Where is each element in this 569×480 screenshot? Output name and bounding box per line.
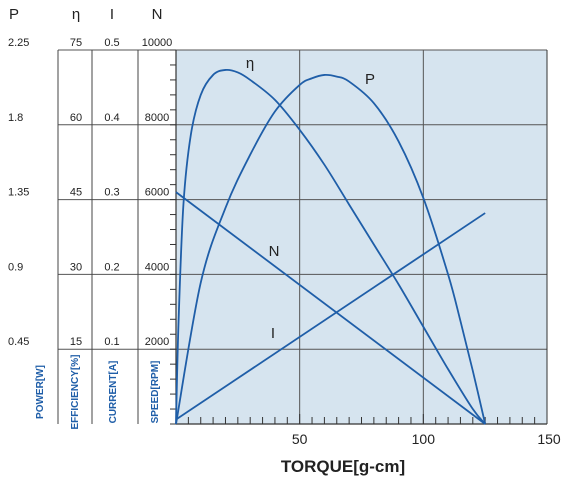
y-tick-label: 6000: [145, 187, 169, 199]
y-tick-label: 15: [70, 336, 82, 348]
y-tick-label: 0.2: [104, 261, 119, 273]
y-tick-label: 30: [70, 261, 82, 273]
series-label: N: [269, 243, 280, 260]
y-tick-label: 1.35: [8, 187, 29, 199]
y-tick-label: 45: [70, 187, 82, 199]
x-axis-title: TORQUE[g-cm]: [281, 457, 405, 476]
series-line-efficiency: [175, 68, 486, 425]
y-tick-label: 2.25: [8, 37, 29, 49]
y-tick-label: 4000: [145, 261, 169, 273]
series-line-n: [175, 191, 486, 425]
axis-symbol: I: [110, 6, 114, 23]
axis-symbol: N: [152, 6, 163, 23]
axis-title: EFFICIENCY[%]: [70, 355, 81, 430]
y-tick-label: 10000: [142, 37, 173, 49]
plot-area: [176, 50, 547, 424]
series-label: η: [246, 55, 254, 72]
y-tick-label: 0.5: [104, 37, 119, 49]
axis-symbol: P: [9, 6, 19, 23]
y-tick-label: 75: [70, 37, 82, 49]
x-tick-label: 100: [412, 431, 436, 447]
axis-symbol: η: [72, 6, 80, 23]
y-tick-label: 8000: [145, 112, 169, 124]
series-label: I: [271, 325, 275, 342]
y-tick-label: 0.45: [8, 336, 29, 348]
y-tick-label: 60: [70, 112, 82, 124]
y-tick-label: 0.3: [104, 187, 119, 199]
y-tick-label: 2000: [145, 336, 169, 348]
y-tick-label: 1.8: [8, 112, 23, 124]
x-tick-label: 150: [537, 431, 561, 447]
y-tick-label: 0.1: [104, 336, 119, 348]
series-line-p: [175, 73, 487, 425]
y-tick-label: 0.9: [8, 261, 23, 273]
x-tick-label: 50: [292, 431, 308, 447]
series-label: P: [365, 71, 375, 88]
series-line-i: [175, 212, 486, 421]
axis-title: SPEED[RPM]: [150, 361, 161, 424]
axis-title: POWER[W]: [35, 365, 46, 419]
axis-title: CURRENT[A]: [108, 361, 119, 424]
y-tick-label: 0.4: [104, 112, 119, 124]
